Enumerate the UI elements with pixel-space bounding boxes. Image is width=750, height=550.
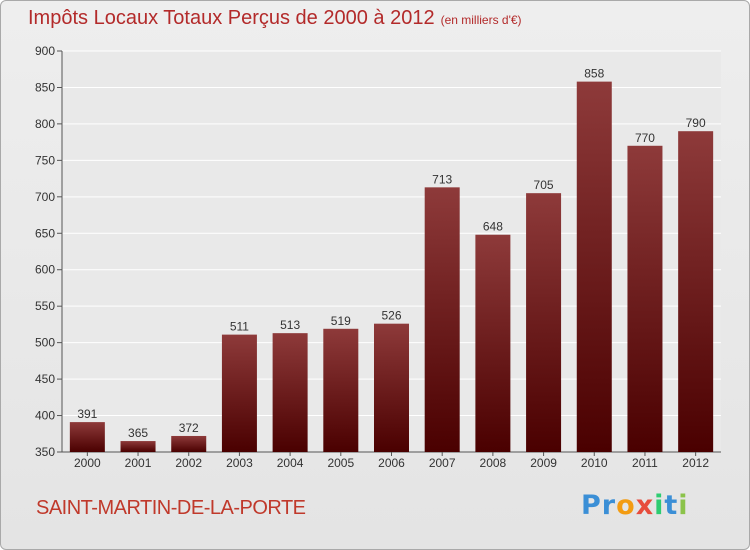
y-tick-label: 550 [35,299,55,313]
y-tick-label: 400 [35,409,55,423]
bar-2005 [323,328,359,452]
data-label-2007: 713 [432,172,452,186]
y-tick-label: 750 [35,153,55,167]
data-label-2006: 526 [381,309,401,323]
chart-title-text: Impôts Locaux Totaux Perçus de 2000 à 20… [28,7,435,29]
bar-2007 [424,187,460,452]
bar-2001 [120,441,156,452]
y-tick-label: 700 [35,190,55,204]
commune-name: SAINT-MARTIN-DE-LA-PORTE [36,497,306,519]
y-tick-label: 450 [35,372,55,386]
bar-2000 [69,422,105,452]
proxiti-logo: Proxiti [581,490,689,521]
data-label-2005: 519 [331,314,351,328]
y-tick-label: 800 [35,117,55,131]
x-tick-label-2007: 2007 [429,456,456,470]
x-tick-label-2003: 2003 [226,456,253,470]
y-tick-label: 500 [35,336,55,350]
x-tick-label-2008: 2008 [480,456,507,470]
x-tick-label-2012: 2012 [682,456,709,470]
x-tick-label-2001: 2001 [125,456,152,470]
x-tick-label-2006: 2006 [378,456,405,470]
data-label-2003: 511 [230,320,249,334]
chart-title: Impôts Locaux Totaux Perçus de 2000 à 20… [28,7,522,30]
x-tick-label-2000: 2000 [74,456,101,470]
data-label-2000: 391 [77,407,97,421]
data-label-2001: 365 [128,426,148,440]
bar-2011 [627,145,663,453]
data-label-2002: 372 [179,421,199,435]
x-tick-label-2009: 2009 [530,456,557,470]
y-tick-label: 850 [35,80,55,94]
y-tick-label: 900 [35,44,55,58]
data-label-2010: 858 [584,67,604,81]
y-tick-label: 650 [35,226,55,240]
bar-2008 [475,234,511,452]
data-label-2009: 705 [534,178,554,192]
x-tick-label-2010: 2010 [581,456,608,470]
chart-subtitle: (en milliers d'€) [440,13,522,27]
bar-2010 [576,81,612,452]
bar-2009 [526,193,562,452]
data-label-2004: 513 [280,318,300,332]
y-tick-label: 600 [35,263,55,277]
y-tick-label: 350 [35,445,55,459]
data-label-2011: 770 [635,131,655,145]
bar-2002 [171,435,207,452]
bar-2012 [678,131,714,452]
x-tick-label-2005: 2005 [327,456,354,470]
data-label-2012: 790 [686,116,706,130]
bar-2004 [272,333,308,452]
x-tick-label-2004: 2004 [277,456,304,470]
x-tick-label-2002: 2002 [175,456,202,470]
bar-2006 [374,323,409,452]
bar-2003 [221,334,257,452]
x-tick-label-2011: 2011 [632,456,658,470]
data-label-2008: 648 [483,220,503,234]
